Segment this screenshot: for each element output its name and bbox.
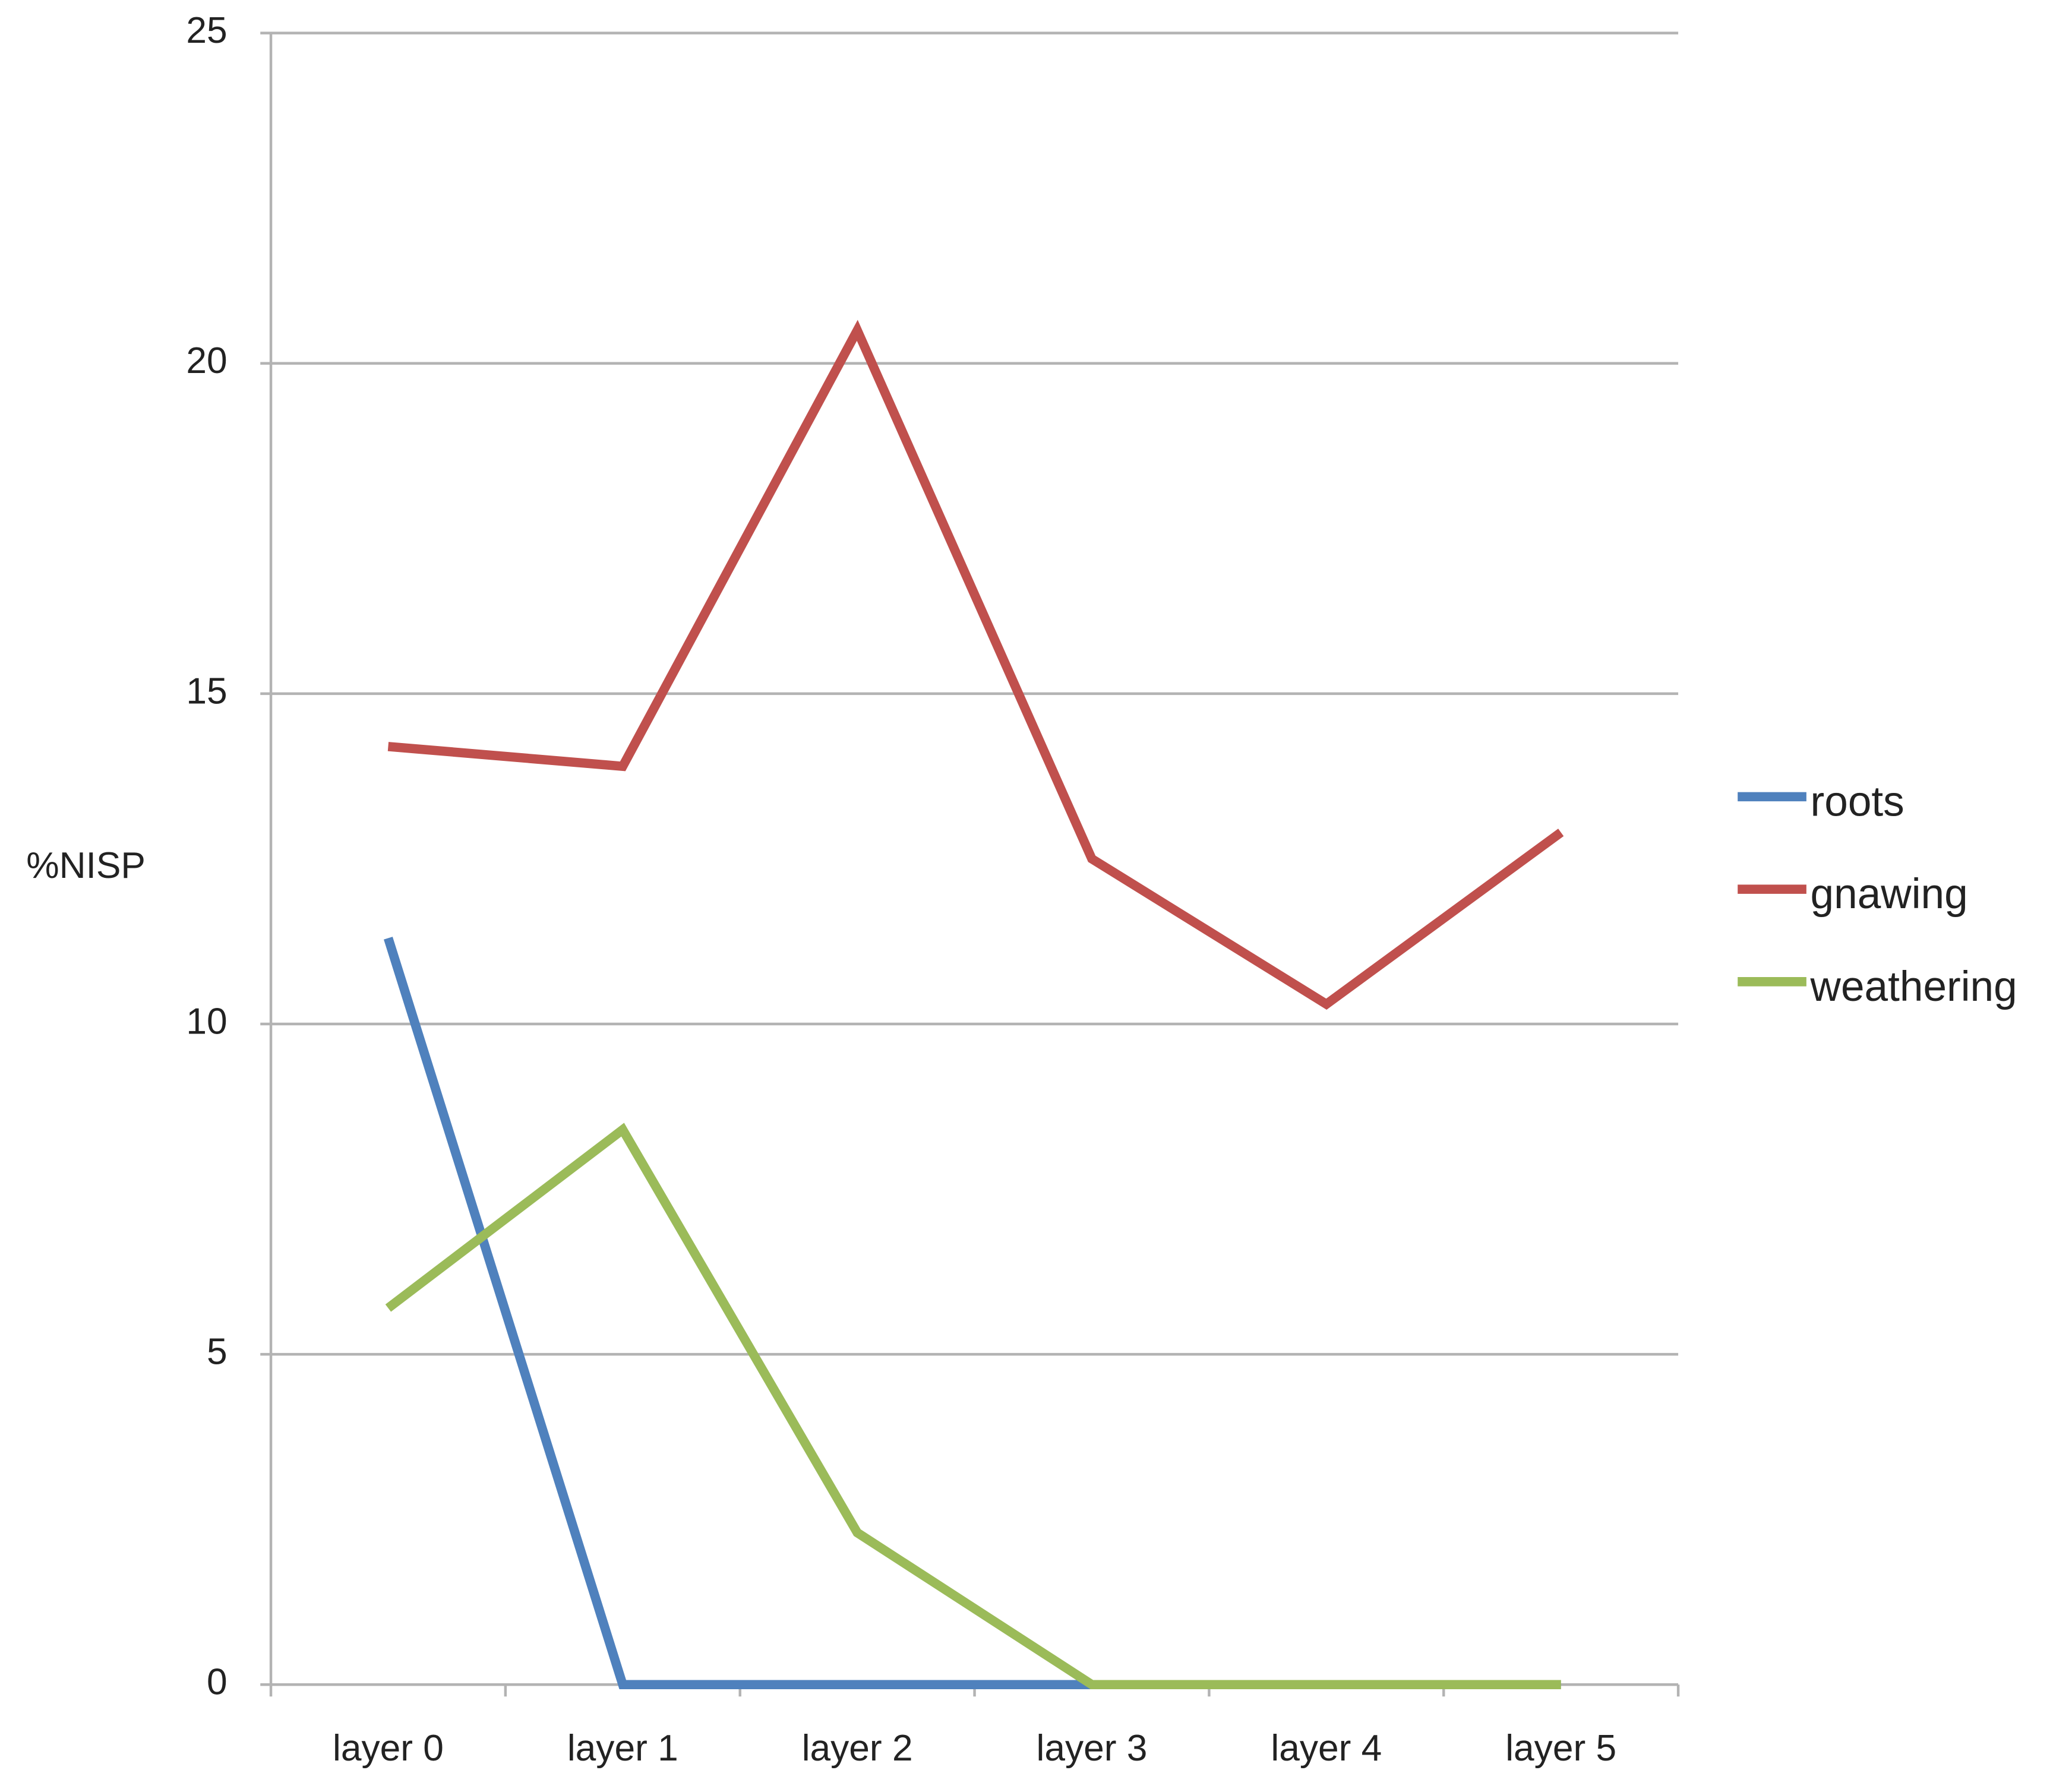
x-tick-label: layer 1 [567, 1728, 678, 1769]
legend-label: weathering [1810, 963, 2017, 1010]
legend-label: gnawing [1811, 871, 1968, 918]
x-tick-label: layer 2 [802, 1728, 913, 1769]
y-tick-label: 25 [186, 10, 227, 51]
y-tick-label: 20 [186, 340, 227, 381]
series-line [385, 1123, 1561, 1690]
y-tick-label: 0 [207, 1662, 228, 1703]
y-tick-label: 15 [186, 671, 227, 712]
y-axis-label: %NISP [26, 845, 146, 886]
series-line [387, 320, 1564, 1010]
x-tick-label: layer 5 [1505, 1728, 1616, 1769]
legend-label: roots [1811, 779, 1904, 826]
series-line [384, 937, 1561, 1690]
x-tick-label: layer 4 [1271, 1728, 1382, 1769]
x-tick-label: layer 3 [1037, 1728, 1148, 1769]
x-tick-label: layer 0 [333, 1728, 444, 1769]
y-tick-label: 10 [186, 1001, 227, 1042]
y-tick-label: 5 [207, 1332, 228, 1373]
